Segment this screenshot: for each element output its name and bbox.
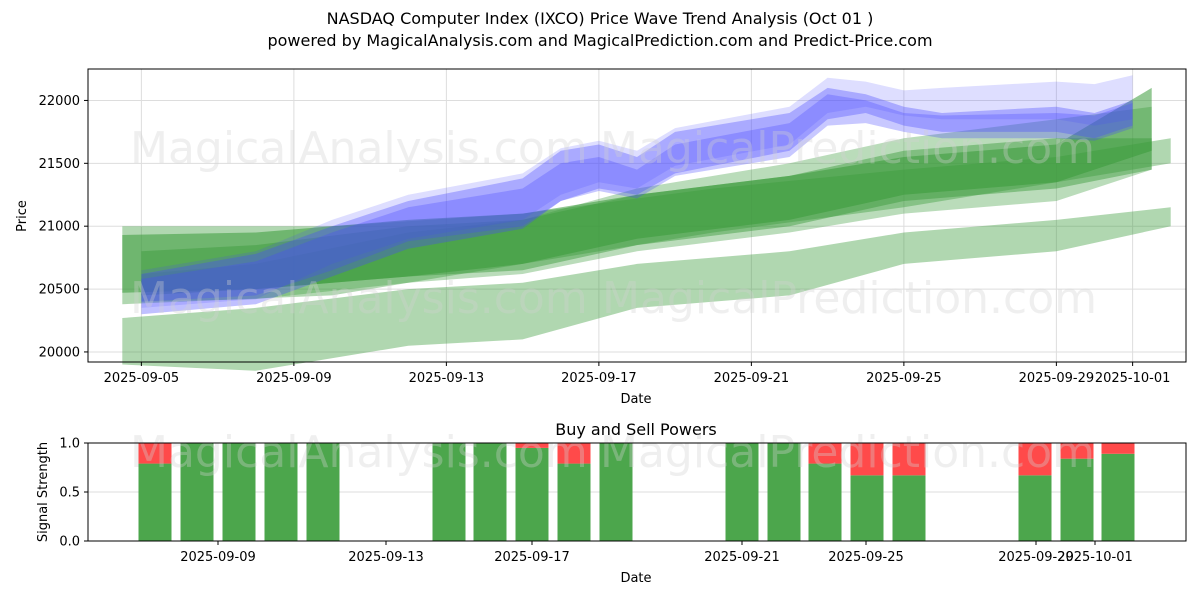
sell-bar — [808, 443, 842, 464]
watermark-text: MagicalAnalysis.com — [130, 123, 588, 174]
price-ytick-label: 21000 — [39, 220, 80, 235]
watermark-text: MagicalPrediction.com — [602, 273, 1097, 324]
buy-bar — [473, 443, 507, 541]
sell-bar — [138, 443, 172, 464]
buy-bar — [180, 443, 214, 541]
price-xtick-label: 2025-09-21 — [714, 371, 790, 386]
price-ylabel: Price — [15, 200, 30, 232]
sell-bar — [892, 443, 926, 476]
bar-xtick-label: 2025-09-21 — [704, 550, 780, 565]
buy-bar — [850, 475, 884, 541]
price-ytick-label: 20000 — [39, 345, 80, 360]
price-xtick-label: 2025-09-13 — [409, 371, 485, 386]
buy-bar — [808, 463, 842, 541]
wave-green-flat-2 — [122, 87, 1152, 293]
watermark-text: MagicalAnalysis.com — [130, 427, 588, 478]
bar-xtick-label: 2025-09-17 — [494, 550, 570, 565]
wave-blue-1 — [141, 87, 1133, 315]
buy-bar — [306, 443, 340, 541]
buy-bar — [1060, 458, 1094, 541]
buy-bar — [725, 443, 759, 541]
bar-xtick-label: 2025-09-13 — [348, 550, 424, 565]
buy-bar — [892, 475, 926, 541]
sell-bar — [1060, 443, 1094, 459]
sell-bar — [850, 443, 884, 476]
bars — [138, 443, 1135, 541]
bar-ytick-label: 0.0 — [59, 535, 80, 550]
chart-subtitle: powered by MagicalAnalysis.com and Magic… — [267, 31, 933, 50]
price-xtick-label: 2025-09-09 — [256, 371, 332, 386]
price-ytick-label: 20500 — [39, 283, 80, 298]
bar-ytick-label: 1.0 — [59, 437, 80, 452]
buy-bar — [138, 463, 172, 541]
price-ytick-label: 21500 — [39, 157, 80, 172]
buy-bar — [432, 443, 466, 541]
bar-ticks: 0.0 0.5 1.0 2025-09-09 2025-09-13 2025-09-17 2… — [59, 437, 1132, 566]
price-xtick-label: 2025-09-17 — [561, 371, 637, 386]
bar-chart-title: Buy and Sell Powers — [555, 420, 717, 439]
bar-xlabel: Date — [620, 571, 651, 586]
sell-bar — [1101, 443, 1135, 454]
buy-bar — [264, 443, 298, 541]
sell-bar — [1018, 443, 1052, 476]
buy-bar — [557, 463, 591, 541]
buy-bar — [222, 443, 256, 541]
bar-ytick-label: 0.5 — [59, 486, 80, 501]
price-xtick-label: 2025-09-29 — [1019, 371, 1095, 386]
bar-watermarks: MagicalAnalysis.com MagicalPrediction.com — [130, 427, 1095, 478]
wave-blue-2 — [141, 94, 1133, 302]
buy-bar — [1018, 475, 1052, 541]
bar-xtick-label: 2025-09-25 — [828, 550, 904, 565]
bar-xtick-label: 2025-10-01 — [1057, 550, 1133, 565]
price-xlabel: Date — [620, 392, 651, 407]
wave-green-3 — [141, 138, 1152, 296]
price-axes-frame — [87, 68, 1187, 363]
chart-title: NASDAQ Computer Index (IXCO) Price Wave … — [326, 9, 874, 28]
buy-bar — [1101, 453, 1135, 541]
price-bands — [122, 75, 1171, 371]
watermark-text: MagicalPrediction.com — [600, 427, 1095, 478]
price-grid — [88, 69, 1186, 362]
buy-bar — [767, 443, 801, 541]
bar-xtick-label: 2025-09-09 — [180, 550, 256, 565]
wave-blue-3 — [141, 75, 1133, 308]
watermark-text: MagicalPrediction.com — [600, 123, 1095, 174]
sell-bar — [557, 443, 591, 464]
price-ticks: 20000 20500 21000 21500 22000 2025-09-05 2025-… — [39, 94, 1171, 386]
bar-ylabel: Signal Strength — [36, 442, 51, 542]
wave-green-4 — [141, 106, 1152, 302]
price-xtick-label: 2025-09-05 — [104, 371, 180, 386]
buy-bar — [599, 443, 633, 541]
wave-green-low — [122, 207, 1171, 371]
buy-bar — [515, 447, 549, 541]
bar-xtick-label: 2025-09-29 — [998, 550, 1074, 565]
price-xtick-label: 2025-10-01 — [1095, 371, 1171, 386]
sell-bar — [515, 443, 549, 448]
price-xtick-label: 2025-09-25 — [866, 371, 942, 386]
price-ytick-label: 22000 — [39, 94, 80, 109]
watermark-text: MagicalAnalysis.com — [130, 273, 588, 324]
price-watermarks: MagicalAnalysis.com MagicalPrediction.com… — [130, 123, 1097, 324]
